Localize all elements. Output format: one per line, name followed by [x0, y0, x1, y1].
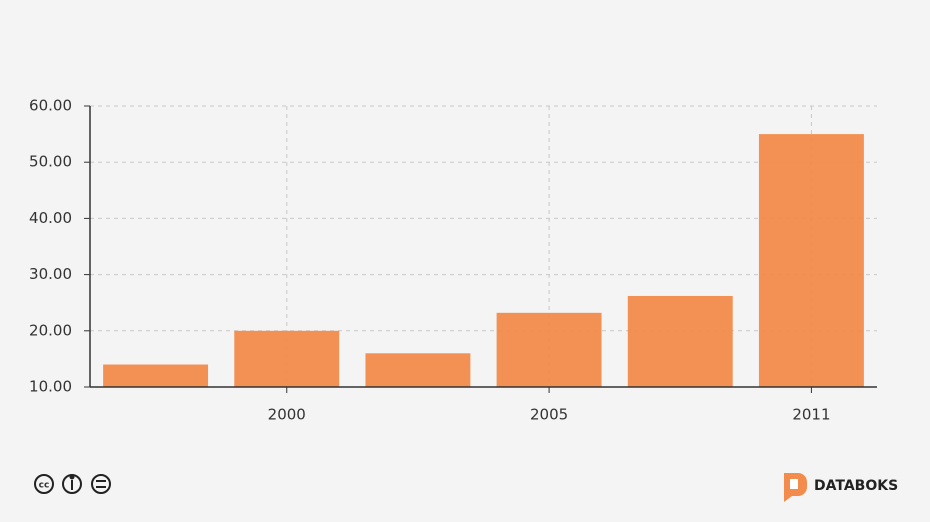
bar: [627, 295, 733, 387]
bar: [758, 134, 864, 387]
y-tick-label: 10.00: [29, 378, 72, 396]
y-tick-label: 40.00: [29, 209, 72, 227]
y-tick-label: 50.00: [29, 153, 72, 171]
cc-icon-text: cc: [39, 481, 50, 491]
brand-name: DATABOKS: [814, 478, 898, 494]
x-tick-label: 2005: [530, 406, 568, 424]
y-tick-label: 30.00: [29, 265, 72, 283]
bar: [103, 364, 209, 387]
license-icons: [34, 474, 111, 494]
y-tick-label: 60.00: [29, 97, 72, 115]
y-tick-label: 20.00: [29, 321, 72, 339]
bar: [234, 330, 340, 387]
bar: [365, 353, 471, 387]
bars: [103, 134, 864, 387]
x-tick-label: 2011: [792, 406, 830, 424]
x-tick-label: 2000: [268, 406, 306, 424]
brand-logo-inner: [790, 479, 798, 489]
bar: [496, 312, 602, 387]
